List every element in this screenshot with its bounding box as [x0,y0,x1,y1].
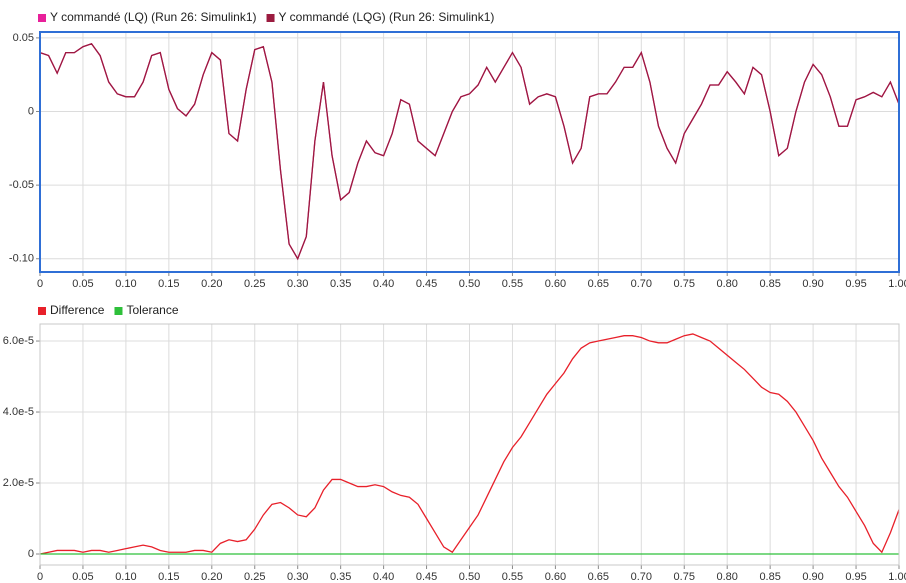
legend-swatch [266,14,275,22]
y-tick-label: 0 [28,105,34,117]
y-tick-label: 4.0e-5 [3,406,34,418]
y-tick-label: 0 [28,548,34,560]
x-tick-label: 0.45 [416,278,437,290]
x-tick-label: 0.95 [845,278,866,290]
y-tick-label: 0.05 [13,32,34,44]
x-tick-label: 0.75 [674,278,695,290]
legend-swatch [38,14,46,22]
x-tick-label: 0.05 [72,571,93,583]
legend-label: Difference [50,303,105,317]
x-tick-label: 0.65 [588,278,609,290]
plot-border [39,31,900,273]
plot-border [39,323,900,566]
x-tick-label: 0.15 [158,278,179,290]
x-tick-label: 0.30 [287,278,308,290]
x-tick-label: 0.05 [72,278,93,290]
x-tick-label: 0.80 [716,278,737,290]
x-tick-label: 1.00 [888,278,906,290]
legend-label: Y commandé (LQG) (Run 26: Simulink1) [279,10,495,24]
x-tick-label: 0.25 [244,278,265,290]
x-tick-label: 0.75 [674,571,695,583]
x-tick-label: 0.95 [845,571,866,583]
x-tick-label: 1.00 [888,571,906,583]
x-tick-label: 0.45 [416,571,437,583]
legend-swatch [114,307,123,315]
x-tick-label: 0.15 [158,571,179,583]
x-tick-label: 0.85 [759,571,780,583]
x-tick-label: 0.70 [631,571,652,583]
series-line [39,43,900,261]
legend-label: Tolerance [126,303,178,317]
x-tick-label: 0.20 [201,278,222,290]
x-tick-label: 0.85 [759,278,780,290]
x-tick-label: 0 [37,571,43,583]
x-tick-label: 0.70 [631,278,652,290]
y-tick-label: -0.05 [9,179,34,191]
x-tick-label: 0.60 [545,278,566,290]
series-line [39,333,900,555]
x-tick-label: 0.10 [115,571,136,583]
x-tick-label: 0.20 [201,571,222,583]
x-tick-label: 0.25 [244,571,265,583]
x-tick-label: 0.35 [330,278,351,290]
legend-label: Y commandé (LQ) (Run 26: Simulink1) [50,10,257,24]
x-tick-label: 0.80 [716,571,737,583]
x-tick-label: 0.90 [802,278,823,290]
x-tick-label: 0.65 [588,571,609,583]
x-tick-label: 0.40 [373,278,394,290]
x-tick-label: 0.50 [459,278,480,290]
y-tick-label: 2.0e-5 [3,477,34,489]
x-tick-label: 0.30 [287,571,308,583]
y-tick-label: 6.0e-5 [3,335,34,347]
y-tick-label: -0.10 [9,253,34,265]
x-tick-label: 0.90 [802,571,823,583]
x-tick-label: 0.55 [502,571,523,583]
x-tick-label: 0 [37,278,43,290]
x-tick-label: 0.60 [545,571,566,583]
x-tick-label: 0.40 [373,571,394,583]
x-tick-label: 0.10 [115,278,136,290]
x-tick-label: 0.50 [459,571,480,583]
x-tick-label: 0.35 [330,571,351,583]
legend-swatch [38,307,46,315]
x-tick-label: 0.55 [502,278,523,290]
